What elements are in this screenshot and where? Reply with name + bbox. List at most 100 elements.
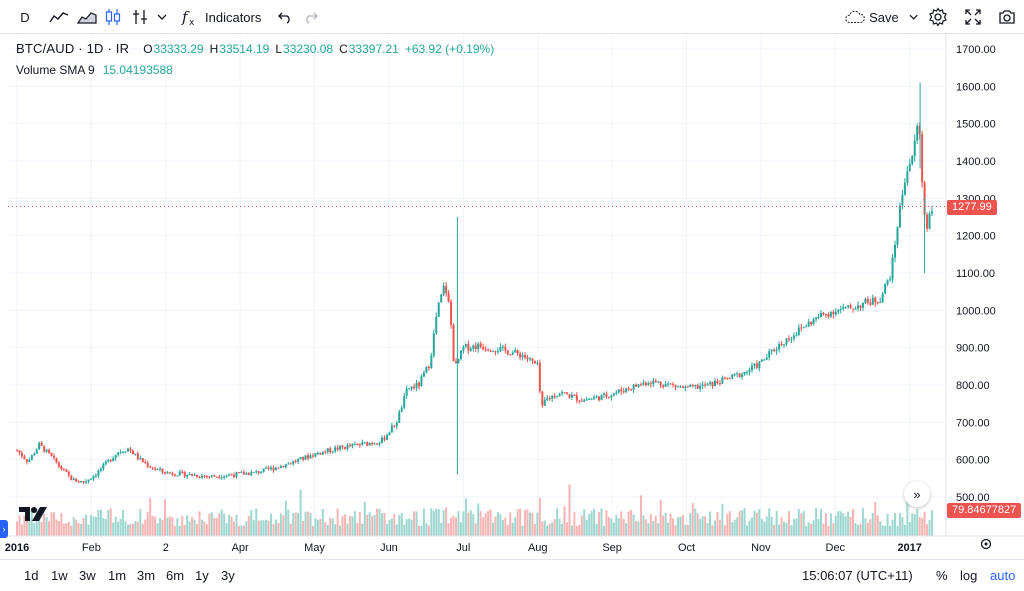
volume-bar <box>701 516 704 536</box>
volume-bar <box>467 512 470 536</box>
candle <box>314 452 317 458</box>
volume-bar <box>311 525 314 536</box>
candle <box>541 390 544 408</box>
candlestick-icon[interactable] <box>101 0 125 34</box>
volume-bar <box>842 513 845 536</box>
range-1m[interactable]: 1m <box>108 568 127 583</box>
volume-bar <box>528 512 531 536</box>
range-3m[interactable]: 3m <box>137 568 156 583</box>
volume-bar <box>129 524 132 536</box>
gear-icon[interactable] <box>926 0 950 34</box>
volume-bar <box>728 511 731 536</box>
save-button[interactable]: Save <box>844 0 918 34</box>
interval-label: D <box>20 9 30 25</box>
auto-toggle[interactable]: auto <box>990 568 1016 583</box>
candle <box>792 332 795 342</box>
candle <box>916 123 919 145</box>
volume-bar <box>309 512 312 536</box>
volume-bar <box>200 519 203 536</box>
candle <box>558 392 561 397</box>
volume-bar <box>341 515 344 536</box>
volume-indicator-name[interactable]: Volume SMA 9 <box>16 63 95 77</box>
candle <box>28 457 31 463</box>
volume-bar <box>681 514 684 536</box>
volume-bar <box>639 495 642 536</box>
candle <box>506 349 509 356</box>
candle <box>474 342 477 353</box>
volume-bar <box>669 513 672 536</box>
candle <box>760 358 763 362</box>
volume-bar <box>16 521 18 536</box>
candle <box>435 312 438 336</box>
redo-icon[interactable] <box>302 0 320 34</box>
volume-bar <box>55 519 58 536</box>
candle <box>600 394 603 401</box>
candle <box>472 344 475 352</box>
camera-icon[interactable] <box>996 0 1018 34</box>
volume-bar <box>852 508 855 536</box>
volume-bar <box>657 523 660 536</box>
candle <box>166 470 169 474</box>
line-chart-icon[interactable] <box>46 0 72 34</box>
volume-bar <box>612 522 615 536</box>
volume-bar <box>395 524 398 536</box>
range-3y[interactable]: 3y <box>221 568 235 583</box>
volume-bar <box>874 501 877 536</box>
tradingview-logo[interactable] <box>16 501 50 527</box>
candle <box>514 347 517 353</box>
candle <box>77 479 80 483</box>
candle <box>602 392 605 399</box>
volume-bar <box>297 512 300 536</box>
volume-bar <box>346 523 349 536</box>
volume-bar <box>242 525 245 536</box>
symbol-title[interactable]: BTC/AUD · 1D · IR <box>16 41 130 56</box>
interval-button[interactable]: D <box>14 0 36 34</box>
log-toggle[interactable]: log <box>960 568 978 583</box>
candle <box>230 473 233 476</box>
volume-bar <box>393 514 396 536</box>
compare-icon[interactable] <box>128 0 152 34</box>
candle <box>228 473 231 477</box>
time-axis[interactable]: 2016 Feb 2 Apr May Jun Jul Aug Sep Oct Nov Dec 2017 <box>0 535 1024 554</box>
candle <box>903 178 906 196</box>
price-tick-label: 600.00 <box>956 455 990 467</box>
axis-settings-icon[interactable] <box>980 538 992 550</box>
candle <box>565 391 568 395</box>
candle <box>659 381 662 389</box>
range-1y[interactable]: 1y <box>195 568 209 583</box>
indicators-label: Indicators <box>205 9 262 25</box>
candle <box>144 459 147 464</box>
price-axis[interactable]: 1700.001600.001500.001400.001300.001200.… <box>945 34 996 536</box>
range-1d[interactable]: 1d <box>24 568 39 583</box>
fullscreen-icon[interactable] <box>962 0 984 34</box>
candle <box>479 341 482 349</box>
save-label: Save <box>869 9 899 25</box>
range-1w[interactable]: 1w <box>51 568 68 583</box>
indicators-button[interactable]: f x Indicators <box>180 0 266 34</box>
candle <box>107 458 110 463</box>
volume-bar <box>262 520 265 536</box>
chevron-down-icon[interactable] <box>154 0 170 34</box>
undo-icon[interactable] <box>276 0 294 34</box>
volume-bar <box>501 520 504 536</box>
volume-bar <box>538 497 541 536</box>
candlestick-chart[interactable]: 1700.001600.001500.001400.001300.001200.… <box>0 34 1024 559</box>
left-panel-handle[interactable]: › <box>0 520 8 538</box>
candle <box>427 365 430 371</box>
volume-bar <box>149 498 152 536</box>
range-6m[interactable]: 6m <box>166 568 185 583</box>
scroll-to-realtime-button[interactable]: » <box>904 481 930 507</box>
chart-area[interactable]: 1700.001600.001500.001400.001300.001200.… <box>0 34 1024 559</box>
volume-bar <box>122 509 125 536</box>
volume-bar <box>188 521 191 536</box>
candle <box>270 465 273 471</box>
volume-bar <box>861 508 864 536</box>
volume-bar <box>18 515 21 536</box>
timezone-clock[interactable]: 15:06:07 (UTC+11) <box>802 568 913 583</box>
area-chart-icon[interactable] <box>75 0 99 34</box>
range-3w[interactable]: 3w <box>79 568 96 583</box>
volume-bar <box>48 521 51 536</box>
volume-bar <box>807 522 810 536</box>
candle <box>131 449 134 455</box>
percent-toggle[interactable]: % <box>936 568 948 583</box>
